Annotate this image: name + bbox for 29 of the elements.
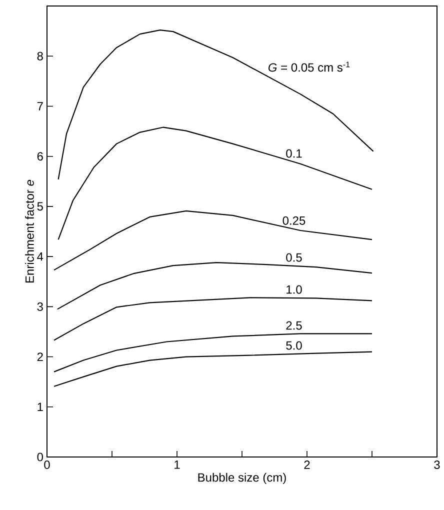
y-tick-label: 1 xyxy=(38,402,44,412)
series-label: 1.0 xyxy=(286,285,302,294)
line-series xyxy=(58,30,374,180)
y-tick-label: 0 xyxy=(37,452,44,462)
line-series xyxy=(54,210,373,271)
x-tick-label: 1 xyxy=(174,460,180,469)
y-tick-label: 7 xyxy=(38,102,44,110)
y-axis-title: Enrichment factor e xyxy=(25,180,34,283)
line-series xyxy=(54,297,373,341)
line-series xyxy=(58,126,373,240)
y-tick-label: 4 xyxy=(37,252,44,261)
x-axis-title: Bubble size (cm) xyxy=(198,472,286,484)
series-label: 0.5 xyxy=(286,253,302,262)
y-tick-label: 2 xyxy=(38,352,44,361)
y-tick-label: 6 xyxy=(38,152,44,161)
y-tick-label: 8 xyxy=(37,52,44,60)
series-label: 0.1 xyxy=(286,149,302,158)
series-label: 0.25 xyxy=(282,216,306,225)
line-series xyxy=(54,351,373,387)
y-tick-label: 5 xyxy=(37,202,44,211)
line-series xyxy=(54,333,373,372)
x-tick-label: 3 xyxy=(434,460,440,470)
series-label: G = 0.05 cm s$^{-1}$ xyxy=(268,62,350,72)
x-tick-label: 0 xyxy=(44,460,50,470)
series-label: 5.0 xyxy=(286,341,302,350)
y-tick-label: 3 xyxy=(37,302,44,311)
line-series xyxy=(57,262,373,310)
x-tick-label: 2 xyxy=(304,460,310,469)
series-label: 2.5 xyxy=(286,321,302,330)
